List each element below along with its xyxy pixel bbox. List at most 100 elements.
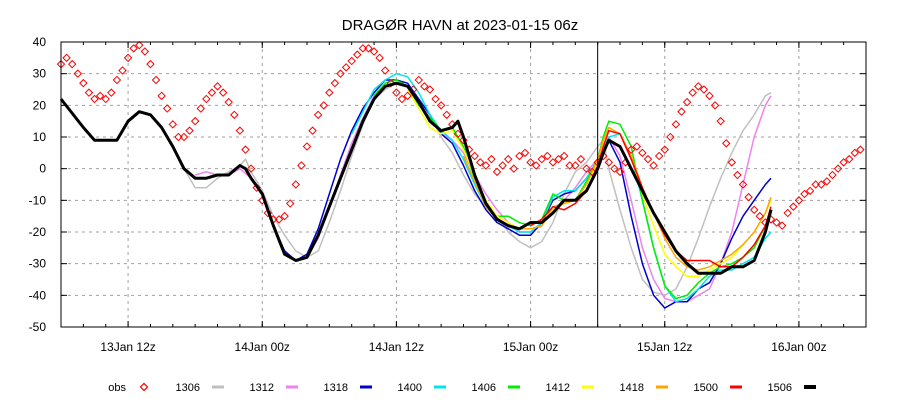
obs-point [291,180,301,189]
obs-point [822,177,832,186]
obs-point [789,202,798,211]
obs-point [403,91,412,101]
obs-point [442,110,451,120]
obs-point [526,158,535,167]
obs-point [571,161,580,170]
obs-point [531,161,541,170]
obs-point [297,161,306,170]
legend-label-1406: 1406 [472,382,496,394]
obs-point [308,126,317,135]
obs-point [425,85,435,94]
obs-point [811,180,820,189]
obs-point [174,132,183,142]
obs-point [671,120,681,129]
obs-point [626,145,636,154]
obs-point [168,120,178,129]
obs-point [218,88,228,97]
legend-label-1318: 1318 [324,382,348,394]
obs-point [503,154,513,164]
obs-point [850,148,860,158]
obs-point [839,158,848,167]
legend: obs 1306 1312 1318 1400 1406 1412 1418 1500 1506 [108,382,816,394]
x-tick-label: 13Jan 12z [100,340,155,354]
series-1400 [351,72,772,303]
obs-point [107,88,116,97]
obs-point [543,151,552,161]
obs-point [280,211,289,221]
obs-point [358,44,368,53]
obs-point [699,85,709,94]
obs-point [660,145,669,154]
y-tick-label: -50 [29,320,47,334]
obs-point [470,151,479,161]
obs-point [235,126,245,135]
obs-point [274,215,284,224]
obs-point [202,94,211,104]
obs-point [101,94,110,104]
obs-point [828,170,837,180]
series-obs [56,40,865,230]
obs-point [392,88,401,97]
obs-point [241,145,250,154]
x-tick-label: 15Jan 00z [503,340,558,354]
obs-point [313,110,323,120]
y-tick-label: 10 [33,130,47,144]
obs-point [319,101,328,110]
obs-point [129,44,138,53]
series-line-1506 [59,81,773,275]
obs-point [414,75,424,85]
legend-label-1418: 1418 [620,382,644,394]
obs-point [615,167,625,177]
obs-point [397,94,407,104]
axes: 40 30 20 10 0 -10 -20 -30 -40 -50 13Jan 12z 14Jan 0… [29,35,867,354]
obs-point [794,196,804,205]
y-tick-label: -20 [29,225,47,239]
obs-point [162,104,172,113]
obs-point [146,59,155,69]
obs-point [817,180,826,189]
y-tick-label: 20 [33,98,47,112]
obs-point [554,154,563,164]
y-tick-label: -10 [29,193,47,207]
obs-point [515,151,524,161]
obs-point [118,66,127,75]
legend-swatch-obs [139,382,149,392]
obs-point [749,205,759,215]
obs-point [224,97,233,107]
obs-point [666,132,675,142]
series-line-1318 [261,79,772,309]
obs-point [727,158,737,167]
legend-label-1400: 1400 [398,382,422,394]
legend-label-1312: 1312 [250,382,274,394]
obs-point [62,53,71,63]
obs-point [576,154,586,164]
obs-point [694,82,703,91]
obs-point [856,145,865,154]
series-line-1500 [530,129,772,268]
obs-point [688,88,697,97]
obs-point [341,63,351,72]
obs-point [207,88,217,97]
y-tick-label: 40 [33,35,47,49]
obs-point [336,69,345,78]
obs-point [582,164,591,173]
obs-point [140,47,150,56]
obs-point [79,78,88,88]
legend-label-1306: 1306 [176,382,200,394]
x-tick-label: 16Jan 00z [771,340,826,354]
obs-point [481,161,491,170]
obs-point [157,91,166,101]
obs-point [744,192,753,202]
obs-point [733,170,742,180]
obs-point [190,116,200,126]
obs-point [380,66,390,75]
obs-point [330,78,340,88]
obs-point [783,208,792,218]
obs-point [498,161,507,170]
legend-label-1500: 1500 [694,382,718,394]
obs-point [710,101,720,110]
series-1506 [59,81,773,275]
obs-point [375,53,384,63]
obs-point [755,211,765,221]
